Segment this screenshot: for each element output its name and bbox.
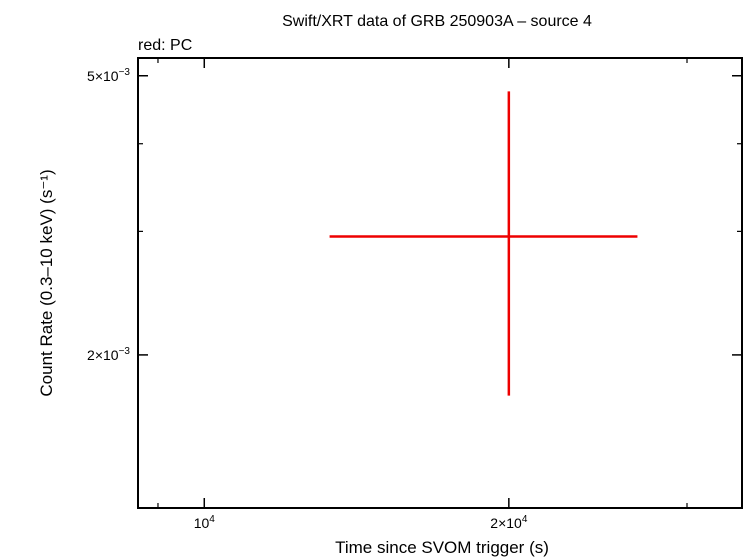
y-tick-label: 2×10−3	[87, 346, 130, 363]
y-axis-label: Count Rate (0.3–10 keV) (s⁻¹)	[37, 169, 56, 396]
x-tick-label: 104	[194, 514, 216, 531]
axis-ticks: 104 2×104 2×10−3 5×10−3	[87, 58, 742, 531]
chart-title: Swift/XRT data of GRB 250903A – source 4	[282, 13, 592, 30]
x-axis-label: Time since SVOM trigger (s)	[335, 538, 549, 557]
plot-frame	[137, 57, 743, 509]
y-tick-label: 5×10−3	[87, 67, 130, 84]
x-tick-label: 2×104	[490, 514, 528, 531]
data-layer	[329, 91, 638, 396]
chart-subtitle: red: PC	[138, 37, 192, 54]
